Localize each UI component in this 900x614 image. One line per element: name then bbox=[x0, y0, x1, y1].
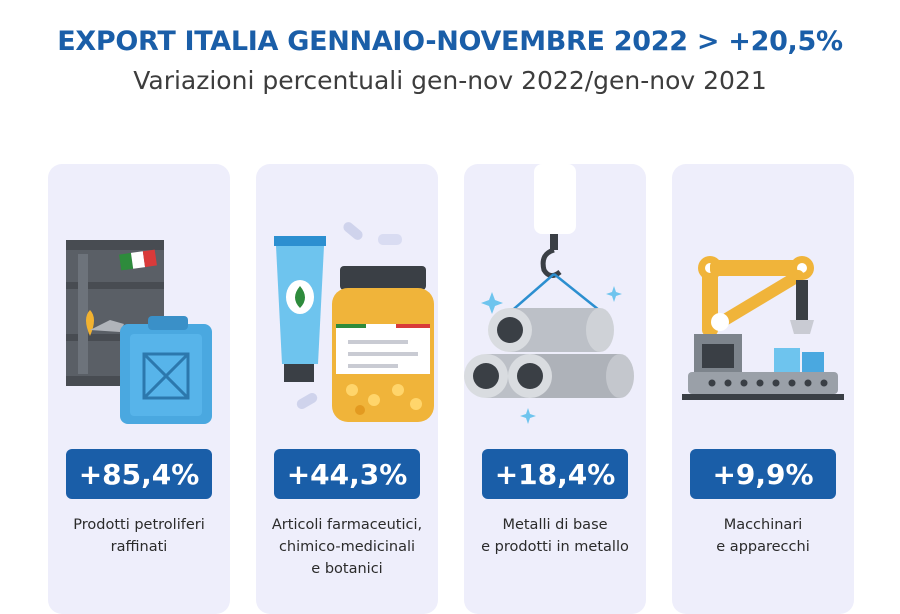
card-petroleum: +85,4% Prodotti petroliferi raffinati bbox=[48, 164, 230, 614]
value-badge: +9,9% bbox=[690, 449, 836, 499]
metal-pipes-crane-icon bbox=[464, 164, 634, 424]
value-badge: +44,3% bbox=[274, 449, 420, 499]
card-metals: +18,4% Metalli di base e prodotti in met… bbox=[464, 164, 646, 614]
value-badge: +85,4% bbox=[66, 449, 212, 499]
category-label: Prodotti petroliferi raffinati bbox=[73, 517, 205, 555]
page-subtitle: Variazioni percentuali gen-nov 2022/gen-… bbox=[133, 66, 767, 95]
page-title: EXPORT ITALIA GENNAIO-NOVEMBRE 2022 > +2… bbox=[57, 26, 843, 57]
category-label: Metalli di base e prodotti in metallo bbox=[481, 517, 629, 555]
value-badge: +18,4% bbox=[482, 449, 628, 499]
card-machinery: +9,9% Macchinari e apparecchi bbox=[672, 164, 854, 614]
medicine-tube-jar-icon bbox=[274, 222, 434, 422]
category-label: Macchinari e apparecchi bbox=[716, 517, 810, 555]
oil-barrel-jerrycan-icon bbox=[66, 240, 212, 424]
category-label: Articoli farmaceutici, chimico-medicinal… bbox=[271, 517, 423, 577]
robotic-arm-conveyor-icon bbox=[682, 256, 844, 400]
card-pharma: +44,3% Articoli farmaceutici, chimico-me… bbox=[256, 164, 438, 614]
